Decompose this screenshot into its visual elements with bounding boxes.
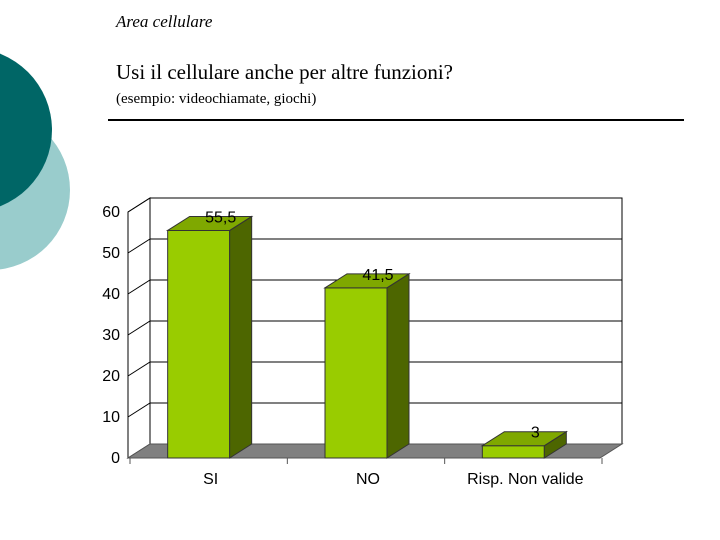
y-tick-label: 50 [102, 245, 120, 262]
y-tick-label: 10 [102, 409, 120, 426]
y-tick-label: 60 [102, 204, 120, 221]
bar-top [480, 431, 569, 447]
bar-top [165, 215, 254, 231]
page-title: Usi il cellulare anche per altre funzion… [116, 60, 454, 84]
gridline [127, 197, 622, 213]
bar-side [386, 272, 410, 459]
data-label: 41,5 [362, 267, 393, 284]
y-tick-label: 30 [102, 327, 120, 344]
data-label: 55,5 [205, 209, 236, 226]
chart-labels: 0 10 20 30 40 50 60 55,5 SI 41,5 NO 3 Risp. Non vali… [102, 204, 583, 488]
title-divider [108, 119, 684, 121]
page-subtitle: (esempio: videochiamate, giochi) [116, 91, 317, 107]
bar-side [229, 215, 253, 459]
x-tick-label: Risp. Non valide [467, 471, 584, 488]
chart-bars [165, 215, 569, 459]
bar [324, 287, 388, 459]
bar [481, 445, 545, 459]
x-tick-label: NO [356, 471, 380, 488]
y-tick-label: 0 [111, 450, 120, 467]
gridline [127, 279, 622, 295]
bar-top [323, 273, 411, 289]
gridline [127, 402, 622, 418]
section-header: Area cellulare [116, 12, 213, 31]
dark-circle [0, 53, 52, 207]
data-label: 3 [531, 425, 540, 442]
y-tick-label: 40 [102, 286, 120, 303]
gridline [127, 361, 622, 377]
gridline [127, 320, 622, 336]
gridline [127, 238, 622, 254]
bar [167, 229, 231, 459]
x-tick-label: SI [203, 471, 218, 488]
y-tick-label: 20 [102, 368, 120, 385]
